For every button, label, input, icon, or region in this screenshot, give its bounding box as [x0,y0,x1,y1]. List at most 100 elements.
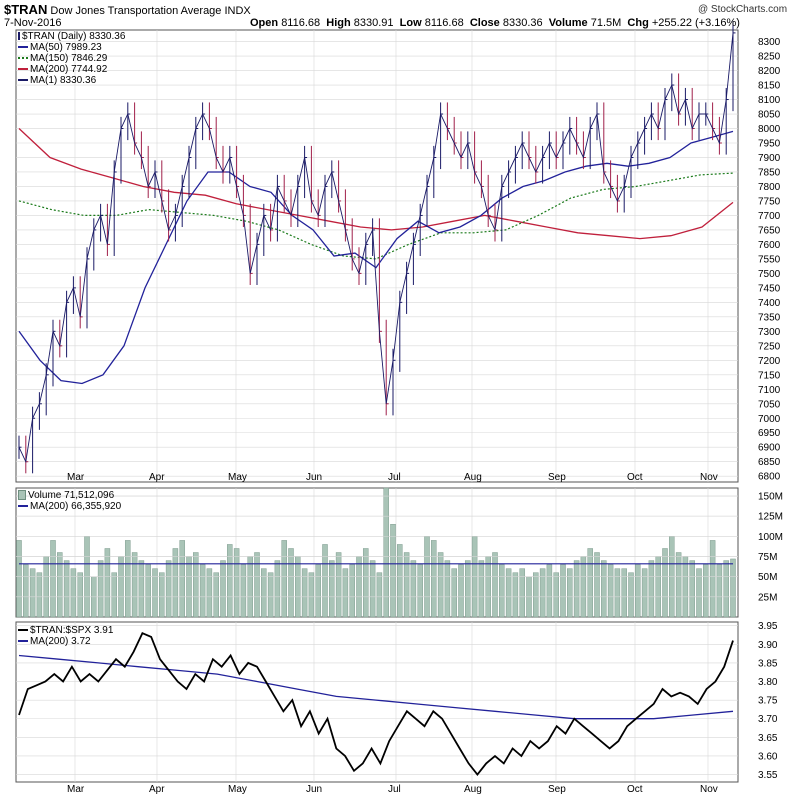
volume-bar [322,544,328,618]
legend-label: MA(1) 8330.36 [30,75,97,86]
volume-bar [97,560,104,618]
volume-bar [431,540,437,618]
volume-bar [295,556,301,618]
volume-bar [220,560,226,618]
volume-bar [492,552,498,618]
volume-bar [560,564,566,618]
y-tick-label: 7800 [758,182,781,193]
y-tick-label: 6900 [758,443,781,454]
volume-bar [301,568,308,618]
volume-bar [689,560,695,618]
volume-bar [77,572,83,618]
y-tick-label: 8200 [758,66,781,77]
volume-bar [499,564,505,618]
ratio-line [18,632,734,777]
y-tick-label: 7200 [758,356,781,367]
volume-bar [16,540,22,618]
volume-bar [478,560,485,618]
high-value: 8330.91 [353,17,394,29]
volume-bar [553,572,559,618]
volume-bar [342,568,349,618]
legend-entry: $TRAN:$SPX 3.91 [18,625,113,636]
volume-bar [641,568,648,618]
y-tick-label: 3.95 [758,621,778,632]
volume-bar [397,544,403,618]
panel-frame-price [15,29,739,483]
volume-bar [451,568,457,618]
volume-bar [23,564,29,618]
volume-bar [186,556,192,618]
y-tick-label: 7550 [758,254,781,265]
y-tick-label: 7450 [758,283,781,294]
volume-bar [193,552,199,618]
volume-bar [254,552,260,618]
volume-bar [682,556,689,618]
watermark: @ StockCharts.com [698,4,788,15]
volume-bar [281,540,287,618]
legend-label: MA(200) 66,355,920 [30,501,122,512]
volume-bar [696,568,702,618]
y-tick-label: 125M [758,512,783,523]
legend-label: MA(50) 7989.23 [30,42,102,53]
legend-entry: MA(200) 66,355,920 [18,501,121,512]
volume-bar [125,540,131,618]
y-tick-label: 7700 [758,211,781,222]
volume-bar [546,564,553,618]
y-tick-label: 3.75 [758,696,778,707]
legend-swatch [18,79,28,82]
volume-bar [601,560,607,618]
y-tick-label: 3.55 [758,770,778,781]
volume-bar [730,558,736,618]
volume-bar [662,548,668,618]
x-tick-label-price: Jun [306,472,322,483]
ma1-line [18,32,734,464]
volume-bar [104,548,111,618]
volume-bar [465,560,471,618]
volume-bar [274,560,281,618]
legend-entry: MA(150) 7846.29 [18,53,125,64]
volume-bar [36,572,43,618]
volume-bar [131,552,138,618]
volume-bar [437,552,444,618]
x-tick-label-price: May [228,472,247,483]
y-tick-label: 6950 [758,428,781,439]
x-tick-label-ratio: Jun [306,784,322,795]
x-tick-label-price: Jul [388,472,401,483]
volume-bar [29,568,36,618]
x-tick-label-price: Mar [67,472,85,483]
y-tick-label: 3.70 [758,714,778,725]
low-value: 8116.68 [424,17,464,29]
y-tick-label: 7400 [758,298,781,309]
legend-entry: MA(200) 3.72 [18,636,113,647]
legend-label: $TRAN:$SPX 3.91 [30,625,114,636]
volume-bar [614,568,621,618]
legend-label: Volume 71,512,096 [28,490,115,501]
legend-entry: $TRAN (Daily) 8330.36 [18,31,125,42]
change-value: +255.22 (+3.16%) [651,17,740,29]
ma50-line [18,130,734,385]
legend-swatch [18,68,28,71]
volume-bar [369,560,376,618]
volume-bar [63,560,70,618]
volume-bar [512,572,519,618]
volume-bar [315,564,321,618]
volume-bar [709,540,716,618]
x-tick-label-ratio: Sep [548,784,566,795]
y-tick-label: 7050 [758,399,781,410]
volume-bar [723,560,729,618]
open-value: 8116.68 [281,17,321,29]
legend-swatch [18,32,20,41]
y-tick-label: 8250 [758,52,781,63]
y-tick-label: 3.65 [758,733,778,744]
volume-bar [655,556,661,618]
volume-bar [703,564,709,618]
y-tick-label: 150M [758,492,783,503]
volume-bar [138,560,145,618]
quote-line: Open 8116.68 High 8330.91 Low 8116.68 Cl… [250,17,740,29]
volume-bar [179,540,185,618]
y-tick-label: 8050 [758,110,781,121]
legend-swatch [18,640,28,643]
volume-bar [390,524,396,618]
volume-bar [410,560,417,618]
